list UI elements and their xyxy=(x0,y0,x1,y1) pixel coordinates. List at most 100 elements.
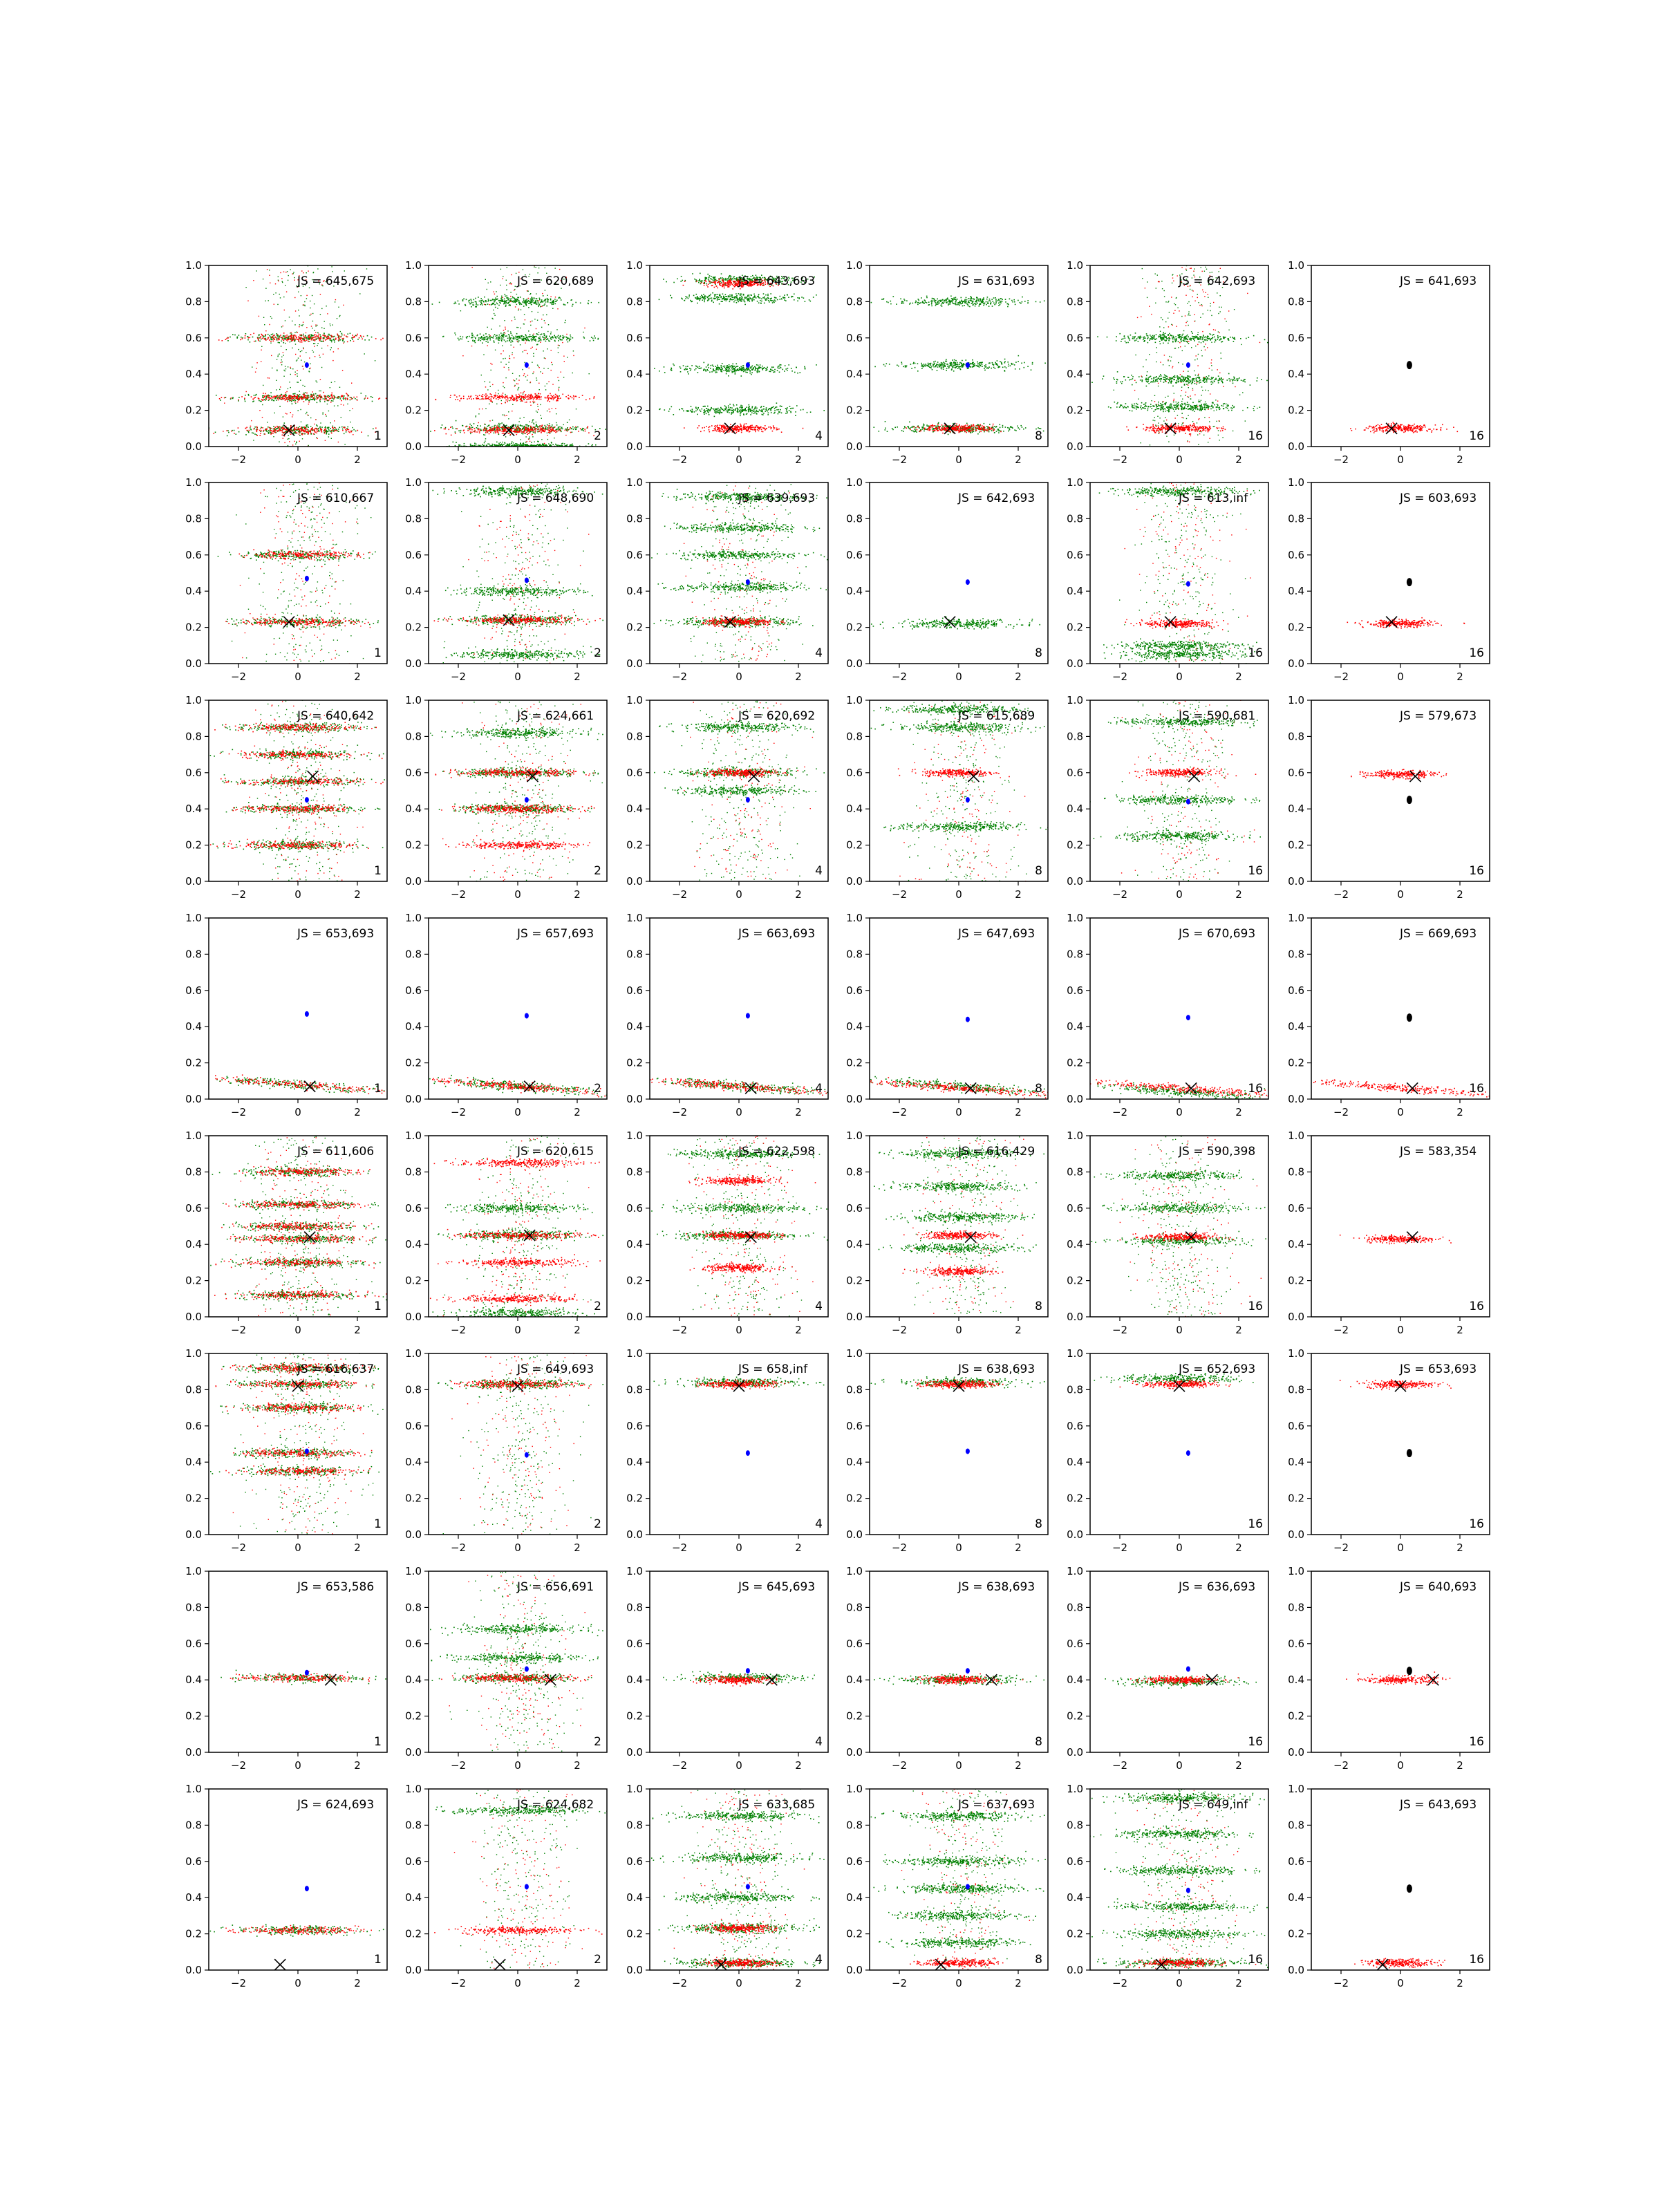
scatter-point xyxy=(717,368,718,370)
scatter-point xyxy=(535,445,536,447)
scatter-point xyxy=(269,335,270,337)
scatter-point xyxy=(547,395,550,397)
scatter-point xyxy=(283,395,285,397)
scatter-point xyxy=(748,368,750,371)
scatter-point xyxy=(489,393,491,395)
scatter-point xyxy=(477,304,479,306)
scatter-point xyxy=(292,444,294,446)
scatter-point xyxy=(535,395,537,396)
scatter-point xyxy=(255,340,256,342)
scatter-point xyxy=(458,444,460,446)
scatter-point xyxy=(279,398,281,400)
scatter-point xyxy=(700,281,702,282)
scatter-point xyxy=(731,278,733,279)
scatter-point xyxy=(762,414,764,415)
scatter-point xyxy=(312,394,313,395)
scatter-point xyxy=(527,337,528,339)
scatter-point xyxy=(509,444,511,447)
scatter-point xyxy=(285,393,287,395)
scatter-point xyxy=(552,444,554,446)
scatter-point xyxy=(750,409,751,410)
scatter-point xyxy=(324,430,326,431)
scatter-point xyxy=(549,433,551,434)
scatter-point xyxy=(330,382,332,383)
scatter-point xyxy=(454,394,456,396)
scatter-point xyxy=(579,397,580,398)
scatter-point xyxy=(508,304,510,306)
scatter-point xyxy=(324,335,325,337)
scatter-point xyxy=(325,427,326,428)
scatter-point xyxy=(265,397,268,398)
scatter-point xyxy=(617,305,618,306)
scatter-point xyxy=(500,396,502,397)
scatter-point xyxy=(263,395,265,397)
scatter-point xyxy=(465,337,467,338)
scatter-point xyxy=(341,426,343,428)
scatter-point xyxy=(339,330,341,332)
scatter-point xyxy=(495,335,497,337)
scatter-point xyxy=(536,333,538,335)
scatter-point xyxy=(558,337,560,339)
scatter-point xyxy=(512,424,514,426)
scatter-point xyxy=(787,407,788,409)
scatter-point xyxy=(729,412,730,413)
scatter-point xyxy=(260,433,261,434)
scatter-point xyxy=(299,426,301,427)
scatter-point xyxy=(253,332,254,335)
scatter-point xyxy=(262,404,263,406)
scatter-point xyxy=(511,429,512,431)
scatter-point xyxy=(362,338,363,340)
scatter-point xyxy=(695,281,697,283)
scatter-point xyxy=(782,368,784,371)
scatter-point xyxy=(314,340,316,341)
scatter-point xyxy=(312,429,313,431)
scatter-point xyxy=(710,278,711,279)
scatter-point xyxy=(295,395,297,397)
scatter-point xyxy=(559,428,561,430)
scatter-point xyxy=(724,283,726,285)
scatter-point xyxy=(294,297,296,299)
scatter-point xyxy=(308,400,310,401)
scatter-point xyxy=(310,396,312,398)
scatter-point xyxy=(715,283,716,285)
scatter-point xyxy=(514,298,515,299)
scatter-point xyxy=(735,302,738,303)
scatter-point xyxy=(281,434,283,436)
scatter-point xyxy=(319,427,321,429)
scatter-point xyxy=(800,409,802,411)
scatter-point xyxy=(295,402,297,404)
scatter-point xyxy=(770,279,771,280)
scatter-point xyxy=(319,379,321,380)
scatter-point xyxy=(747,298,749,299)
scatter-point xyxy=(671,370,673,371)
scatter-point xyxy=(450,395,451,396)
scatter-point xyxy=(743,413,744,415)
scatter-point xyxy=(718,407,719,409)
scatter-point xyxy=(789,408,791,409)
scatter-point xyxy=(740,299,742,301)
scatter-point xyxy=(725,406,727,409)
scatter-point xyxy=(712,292,713,294)
scatter-point xyxy=(497,424,499,426)
scatter-point xyxy=(478,422,479,424)
scatter-point xyxy=(557,308,559,310)
scatter-point xyxy=(230,397,232,399)
scatter-point xyxy=(281,337,282,339)
scatter-point xyxy=(294,430,295,431)
scatter-point xyxy=(738,370,739,371)
scatter-point xyxy=(306,395,308,397)
scatter-point xyxy=(695,408,697,409)
scatter-point xyxy=(485,427,487,429)
scatter-point xyxy=(352,408,353,409)
scatter-point xyxy=(695,297,697,299)
scatter-point xyxy=(274,397,276,400)
scatter-point xyxy=(743,409,744,411)
scatter-point xyxy=(214,431,216,433)
y-tick-label: 0.2 xyxy=(185,404,202,417)
scatter-point xyxy=(487,300,489,302)
scatter-point xyxy=(541,306,543,307)
scatter-point xyxy=(735,370,737,372)
scatter-point xyxy=(532,429,533,431)
scatter-point xyxy=(704,301,705,303)
scatter-point xyxy=(316,424,317,426)
